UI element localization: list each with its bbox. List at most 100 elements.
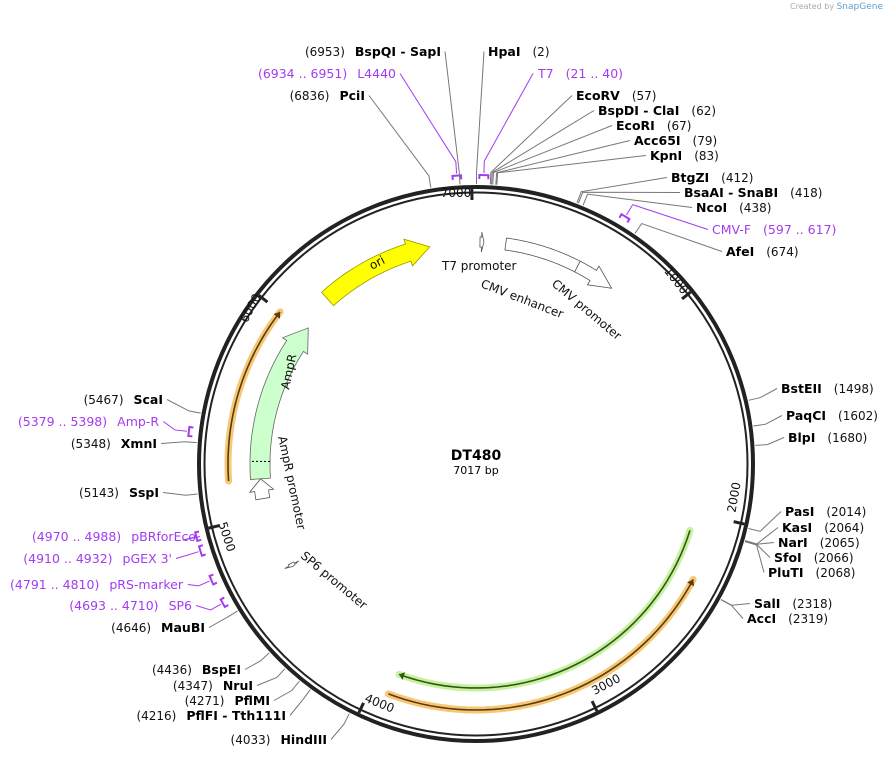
feature-sp6-promoter[interactable] (284, 560, 300, 569)
enzyme-position: (674) (766, 245, 798, 259)
feature-ampr[interactable] (249, 327, 309, 480)
orf-line[interactable] (398, 530, 691, 689)
leader-line (256, 668, 286, 686)
enzyme-name: SfoI (774, 550, 802, 565)
leader-line (495, 140, 631, 185)
enzyme-name: HindIII (280, 732, 327, 747)
enzyme-label[interactable]: Acc65I (79) (634, 133, 717, 148)
enzyme-position: (1680) (827, 431, 867, 445)
enzyme-name: PaqCI (786, 408, 826, 423)
enzyme-label[interactable]: (4033) HindIII (231, 732, 327, 747)
enzyme-label[interactable]: (4646) MauBI (111, 620, 205, 635)
enzyme-label[interactable]: (5467) ScaI (84, 392, 163, 407)
enzyme-name: BlpI (788, 430, 815, 445)
primer-binding-mark[interactable] (618, 212, 631, 224)
enzyme-name: EcoRV (576, 88, 620, 103)
leader-line (163, 421, 187, 432)
primer-label[interactable]: T7 (21 .. 40) (537, 66, 623, 81)
leader-line (748, 388, 778, 401)
primer-label[interactable]: (6934 .. 6951) L4440 (258, 66, 396, 81)
enzyme-position: (412) (721, 171, 753, 185)
enzyme-position: (6953) (305, 45, 345, 59)
enzyme-label[interactable]: (6953) BspQI - SapI (305, 44, 441, 59)
primer-binding-mark[interactable] (197, 544, 207, 558)
enzyme-name: BtgZI (671, 170, 709, 185)
enzyme-label[interactable]: PasI (2014) (785, 504, 866, 519)
tick-mark (257, 294, 269, 304)
enzyme-label[interactable]: KasI (2064) (782, 520, 864, 535)
plasmid-backbone (197, 185, 755, 743)
leader-line (162, 492, 198, 496)
primer-label[interactable]: (4791 .. 4810) pRS-marker (10, 577, 184, 592)
enzyme-label[interactable]: SfoI (2066) (774, 550, 854, 565)
feature-ampr-promoter[interactable] (248, 478, 275, 501)
enzyme-label[interactable]: KpnI (83) (650, 148, 719, 163)
feature-cmv-promoter[interactable] (574, 260, 613, 289)
orf-line[interactable] (388, 579, 694, 711)
primer-label[interactable]: (4910 .. 4932) pGEX 3' (23, 551, 172, 566)
primer-label[interactable]: (5379 .. 5398) Amp-R (18, 414, 159, 429)
enzyme-label[interactable]: PaqCI (1602) (786, 408, 878, 423)
enzyme-label[interactable]: (6836) PciI (290, 88, 365, 103)
enzyme-label[interactable]: NarI (2065) (778, 535, 860, 550)
enzyme-position: (4033) (231, 733, 271, 747)
primer-binding-mark[interactable] (219, 596, 229, 609)
enzyme-label[interactable]: (4347) NruI (173, 678, 253, 693)
primer-range: (4791 .. 4810) (10, 577, 99, 592)
leader-line (489, 95, 573, 185)
enzyme-label[interactable]: SalI (2318) (754, 596, 832, 611)
primer-label[interactable]: CMV-F (597 .. 617) (712, 222, 836, 237)
leader-line (577, 191, 681, 204)
enzyme-label[interactable]: (5143) SspI (79, 485, 159, 500)
orf-line[interactable] (227, 311, 281, 482)
enzyme-position: (4347) (173, 679, 213, 693)
enzyme-name: KpnI (650, 148, 682, 163)
leader-line (582, 193, 693, 208)
enzyme-label[interactable]: AccI (2319) (747, 611, 828, 626)
primer-label[interactable]: (4970 .. 4988) pBRforEco (32, 529, 196, 544)
enzyme-name: PflFI - Tth111I (186, 708, 286, 723)
primer-binding-mark[interactable] (478, 174, 490, 180)
leader-line (289, 689, 311, 716)
enzyme-label[interactable]: BstEII (1498) (781, 381, 874, 396)
enzyme-label[interactable]: (4216) PflFI - Tth111I (136, 708, 286, 723)
leader-line (476, 51, 485, 185)
primer-range: (597 .. 617) (763, 222, 836, 237)
enzyme-name: BspQI - SapI (355, 44, 441, 59)
enzyme-label[interactable]: PluTI (2068) (768, 565, 855, 580)
tick-mark (208, 524, 220, 530)
enzyme-label[interactable]: HpaI (2) (488, 44, 550, 59)
leader-line (483, 73, 534, 174)
enzyme-label[interactable]: BsaAI - SnaBI (418) (684, 185, 822, 200)
enzyme-name: BspEI (202, 662, 241, 677)
leader-line (755, 437, 785, 446)
tick-label: 2000 (725, 481, 744, 514)
enzyme-label[interactable]: BtgZI (412) (671, 170, 753, 185)
leader-line (175, 551, 199, 559)
enzyme-label[interactable]: EcoRV (57) (576, 88, 656, 103)
enzyme-position: (5467) (84, 393, 124, 407)
orf-arrowhead (687, 579, 695, 587)
primer-binding-mark[interactable] (187, 425, 194, 438)
enzyme-name: BstEII (781, 381, 822, 396)
features-layer (187, 174, 697, 714)
enzyme-label[interactable]: NcoI (438) (696, 200, 771, 215)
enzyme-position: (4646) (111, 621, 151, 635)
enzyme-label[interactable]: (4436) BspEI (152, 662, 241, 677)
enzyme-label[interactable]: (5348) XmnI (71, 436, 157, 451)
primer-binding-mark[interactable] (193, 530, 202, 543)
enzyme-label[interactable]: BlpI (1680) (788, 430, 867, 445)
feature-ori[interactable] (320, 238, 431, 307)
leader-line (368, 95, 432, 188)
primer-label[interactable]: (4693 .. 4710) SP6 (69, 598, 192, 613)
enzyme-label[interactable]: (4271) PflMI (185, 693, 270, 708)
primer-binding-mark[interactable] (208, 573, 218, 586)
enzyme-label[interactable]: AfeI (674) (726, 244, 799, 259)
enzyme-label[interactable]: EcoRI (67) (616, 118, 691, 133)
feature-t7-promoter[interactable] (479, 231, 485, 253)
tick-label: 7000 (441, 186, 472, 200)
enzyme-label[interactable]: BspDI - ClaI (62) (598, 103, 716, 118)
enzyme-position: (67) (667, 119, 692, 133)
leader-line (626, 204, 709, 230)
